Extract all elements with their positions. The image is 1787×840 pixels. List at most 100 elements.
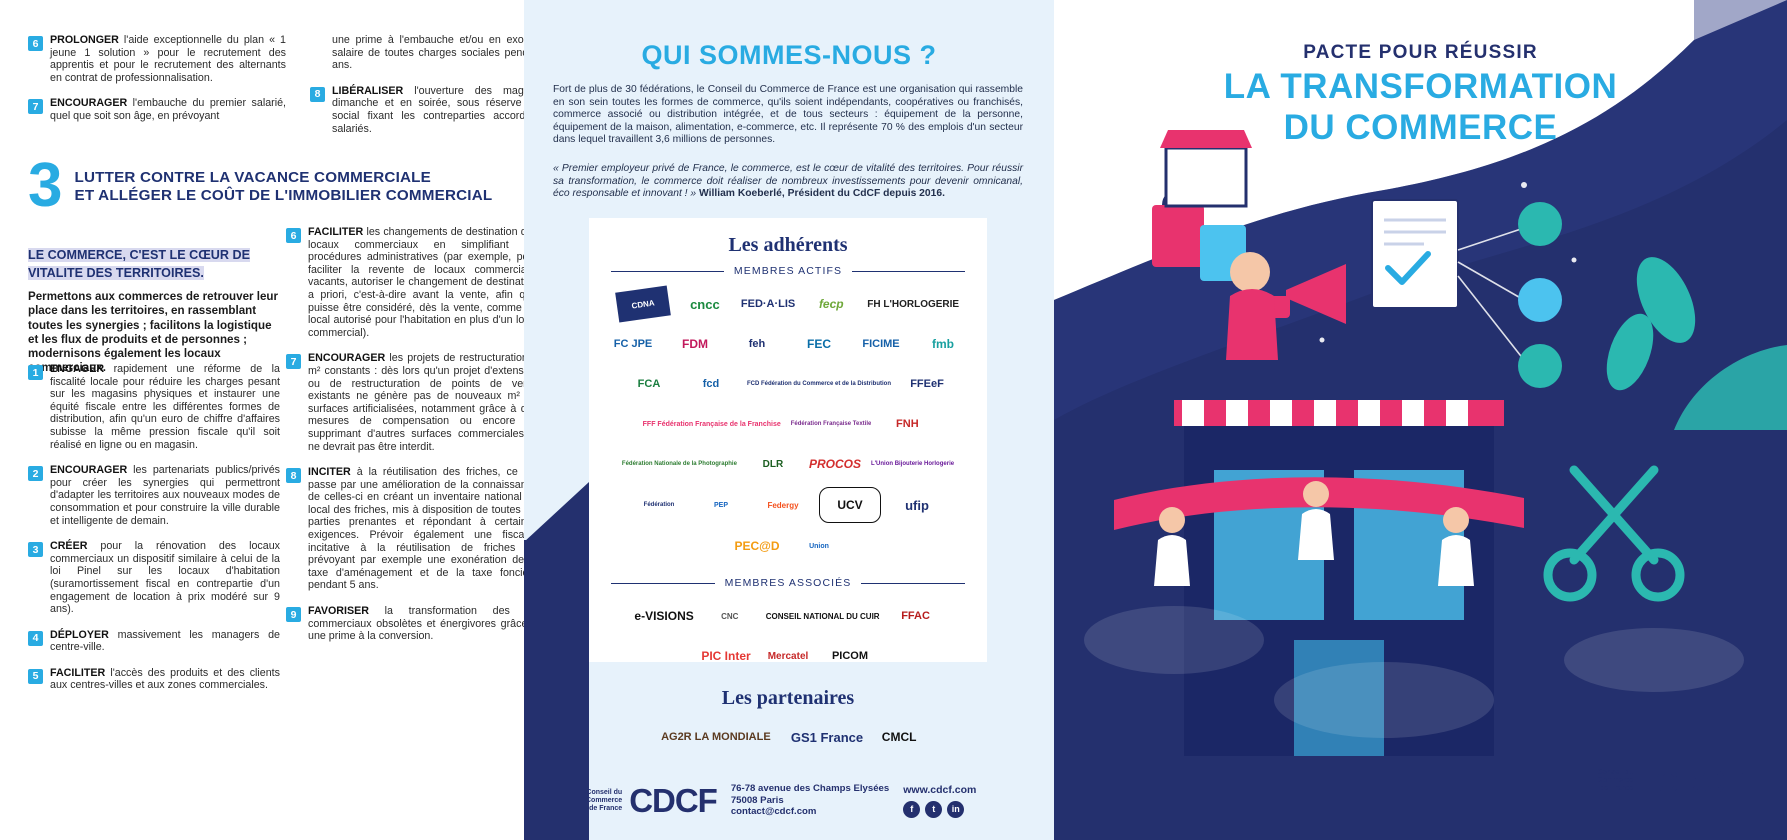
item-text: CRÉER pour la rénovation des locaux comm… [50,540,280,616]
cover-illustration [1054,0,1787,840]
rule-members-associated: MEMBRES ASSOCIÉS [611,577,965,589]
twitter-icon[interactable]: t [925,800,943,818]
item-body: les changements de destination des locau… [308,226,538,339]
member-logo: CONSEIL NATIONAL DU CUIR [765,611,880,621]
member-logo: Fédération Française Textile [790,420,872,427]
item-body: pour la rénovation des locaux commerciau… [50,540,280,616]
member-logo: cncc [690,296,720,312]
top-column-1: 6 PROLONGER l'aide exceptionnelle du pla… [28,34,286,148]
member-logo: UCV [819,487,881,523]
cover-title-line2: LA TRANSFORMATION [1223,67,1618,106]
item-number: 7 [286,354,301,370]
item-number: 7 [28,99,43,115]
list-item: 9 FAVORISER la transformation des m² com… [286,605,538,643]
list-item: 3 CRÉER pour la rénovation des locaux co… [28,540,280,616]
item-body: l'aide exceptionnelle du plan « 1 jeune … [50,34,286,84]
quote-text: « Premier employeur privé de France, le … [553,163,1023,200]
members-active-logos: CDNA cncc FED·A·LIS fecp FH L'HORLOGERIE… [589,277,987,563]
rule-line-left [611,270,724,272]
cdcf-sub-line2: Commerce [586,796,623,804]
member-logo: fecp [818,296,844,311]
footer-address: 76-78 avenue des Champs Elysées 75008 Pa… [731,783,889,818]
partners-heading: Les partenaires [721,687,855,709]
member-logo: L'Union Bijouterie Horlogerie [870,460,955,467]
item-number: 2 [28,466,43,482]
item-number: 8 [310,86,325,102]
member-logo: Federgy [767,500,799,510]
address-line2: 75008 Paris [730,794,784,806]
item-body: les partenariats publics/privés pour cré… [50,464,280,527]
list-item: 5 FACILITER l'accès des produits et des … [28,667,280,692]
item-number: 6 [28,36,43,51]
member-logo: FNH [896,417,919,430]
list-item: 4 DÉPLOYER massivement les managers de c… [28,629,280,654]
member-logo: FICIME [862,337,900,350]
middle-panel-body: Fort de plus de 30 fédérations, le Conse… [553,84,1023,146]
cover-logo-wordmark: CDCF [1655,762,1744,800]
member-logo: PROCOS [808,456,861,471]
footer-web-block: www.cdcf.com f t in [903,784,976,818]
item-lead: CRÉER [50,540,88,553]
item-body: l'accès des produits et des clients aux … [50,666,280,692]
item-lead: ENCOURAGER [308,352,386,365]
list-item: 6 PROLONGER l'aide exceptionnelle du pla… [28,34,286,84]
list-item: 7 ENCOURAGER l'embauche du premier salar… [28,97,286,122]
right-panel-cover: PACTE POUR RÉUSSIR LA TRANSFORMATION DU … [1054,0,1787,840]
member-logo: FEC [807,336,831,351]
item-text: INCITER à la réutilisation des friches, … [308,466,538,592]
facebook-icon[interactable]: f [903,800,921,818]
item-text: FACILITER les changements de destination… [308,226,538,339]
item-continuation-text: une prime à l'embauche et/ou en exonéran… [332,34,568,72]
item-body: la transformation des m² commerciaux obs… [308,605,538,643]
top-column-2: une prime à l'embauche et/ou en exonéran… [310,34,568,148]
item-body: massivement les managers de centre-ville… [50,628,280,654]
section-title-line1: LUTTER CONTRE LA VACANCE COMMERCIALE [74,169,431,186]
rule-label: MEMBRES ASSOCIÉS [724,577,852,589]
cover-title: PACTE POUR RÉUSSIR LA TRANSFORMATION DU … [1054,42,1787,146]
section-title: LUTTER CONTRE LA VACANCE COMMERCIALE ET … [74,169,492,204]
cover-logo-line1: Conseil du [1597,769,1634,776]
item-text: DÉPLOYER massivement les managers de cen… [50,629,280,654]
member-logo: FFAC [901,609,930,622]
member-logo: PIC Inter [701,648,751,663]
item-lead: PROLONGER [50,34,119,46]
members-associated-logos: e-VISIONS CNC CONSEIL NATIONAL DU CUIR F… [589,589,987,673]
member-logo: fmb [932,336,954,351]
member-logo: Union [809,542,829,550]
linkedin-icon[interactable]: in [947,800,965,818]
cover-logo-line3: de France [1600,785,1634,792]
list-item: 8 INCITER à la réutilisation des friches… [286,466,538,592]
item-number: 6 [286,228,301,243]
member-logo: e-VISIONS [634,608,694,623]
member-logo: FCA [637,377,661,390]
member-logo: FH L'HORLOGERIE [867,298,960,310]
member-logo: FC JPE [613,337,653,350]
item-lead: ENCOURAGER [50,97,128,110]
cover-logo-subtext: Conseil du Commerce de France [1597,769,1633,793]
contact-email[interactable]: contact@cdcf.com [730,806,817,818]
member-logo: FFF Fédération Française de la Franchise [642,420,781,428]
item-lead: DÉPLOYER [50,628,109,641]
item-number: 5 [28,668,43,684]
member-logo: FDM [682,336,708,351]
middle-panel-title: QUI SOMMES-NOUS ? [641,40,937,70]
item-lead: LIBÉRALISER [332,84,404,97]
cover-title-line1: PACTE POUR RÉUSSIR [1303,42,1538,63]
member-logo: PEC@D [734,538,780,553]
rule-label: MEMBRES ACTIFS [733,265,843,277]
member-logo: FCD Fédération du Commerce et de la Dist… [746,380,892,387]
list-item: 6 FACILITER les changements de destinati… [286,226,538,339]
members-card: Les adhérents MEMBRES ACTIFS CDNA cncc F… [589,218,987,744]
item-body: rapidement une réforme de la fiscalité l… [50,363,280,451]
item-body: les projets de restructuration à m² cons… [308,352,538,453]
top-continuation-columns: 6 PROLONGER l'aide exceptionnelle du pla… [28,34,568,148]
cdcf-logo-subtext: Conseil du Commerce de France [586,789,622,813]
item-number: 8 [286,468,301,484]
cdcf-wordmark: CDCF [629,782,718,820]
section-heading: 3 LUTTER CONTRE LA VACANCE COMMERCIALE E… [28,155,568,217]
middle-panel-quote: « Premier employeur privé de France, le … [553,163,1023,201]
section-highlight: LE COMMERCE, C'EST LE CŒUR DE VITALITE D… [28,246,276,282]
website-link[interactable]: www.cdcf.com [903,783,977,796]
item-body: à la réutilisation des friches, ce qui p… [308,466,538,592]
